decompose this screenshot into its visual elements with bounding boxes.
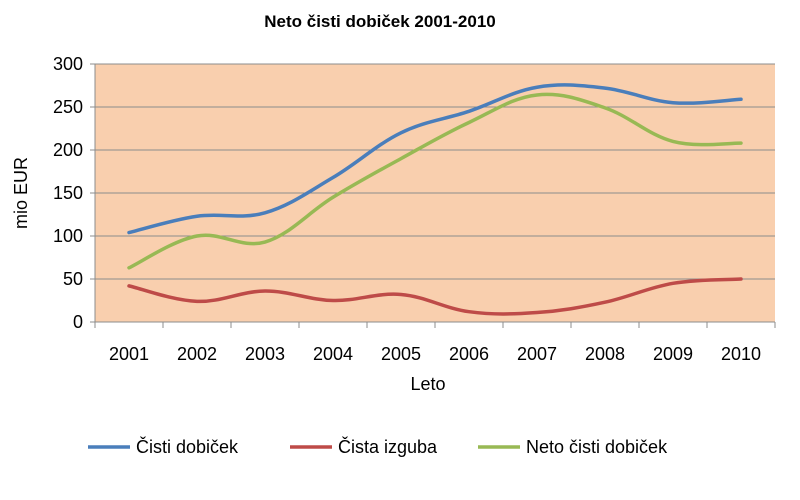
series-lines <box>127 83 743 316</box>
x-tick-label-2006: 2006 <box>449 344 489 364</box>
x-tick-label-2001: 2001 <box>109 344 149 364</box>
y-tick-label-200: 200 <box>53 140 83 160</box>
y-tick-label-100: 100 <box>53 226 83 246</box>
chart-title: Neto čisti dobiček 2001-2010 <box>264 12 496 31</box>
y-tick-label-50: 50 <box>63 269 83 289</box>
x-tick-label-2004: 2004 <box>313 344 353 364</box>
x-tick-label-2002: 2002 <box>177 344 217 364</box>
x-tick-label-2005: 2005 <box>381 344 421 364</box>
x-tick-label-2009: 2009 <box>653 344 693 364</box>
y-tick-label-0: 0 <box>73 312 83 332</box>
y-tick-label-150: 150 <box>53 183 83 203</box>
series-line-čista-izguba <box>127 277 743 316</box>
x-tick-label-2008: 2008 <box>585 344 625 364</box>
legend-label-čisti-dobiček: Čisti dobiček <box>136 436 239 457</box>
x-axis-title: Leto <box>410 374 445 394</box>
y-axis-title: mio EUR <box>11 157 31 229</box>
legend: Čisti dobiček Čista izguba Neto čisti dobi… <box>88 436 668 457</box>
y-tick-label-250: 250 <box>53 97 83 117</box>
series-line-neto-čisti-dobiček <box>127 92 743 270</box>
x-tick-label-2007: 2007 <box>517 344 557 364</box>
y-axis-ticks: 0 50 100 150 200 250 300 <box>53 54 83 332</box>
legend-label-neto-čisti-dobiček: Neto čisti dobiček <box>526 437 668 457</box>
gridlines <box>90 63 775 323</box>
legend-label-čista-izguba: Čista izguba <box>338 436 438 457</box>
x-axis-ticks: 2001 2002 2003 2004 2005 2006 2007 2008 2009 2010 <box>94 322 776 364</box>
x-tick-label-2003: 2003 <box>245 344 285 364</box>
x-tick-label-2010: 2010 <box>721 344 761 364</box>
y-tick-label-300: 300 <box>53 54 83 74</box>
series-line-čisti-dobiček <box>127 83 743 235</box>
